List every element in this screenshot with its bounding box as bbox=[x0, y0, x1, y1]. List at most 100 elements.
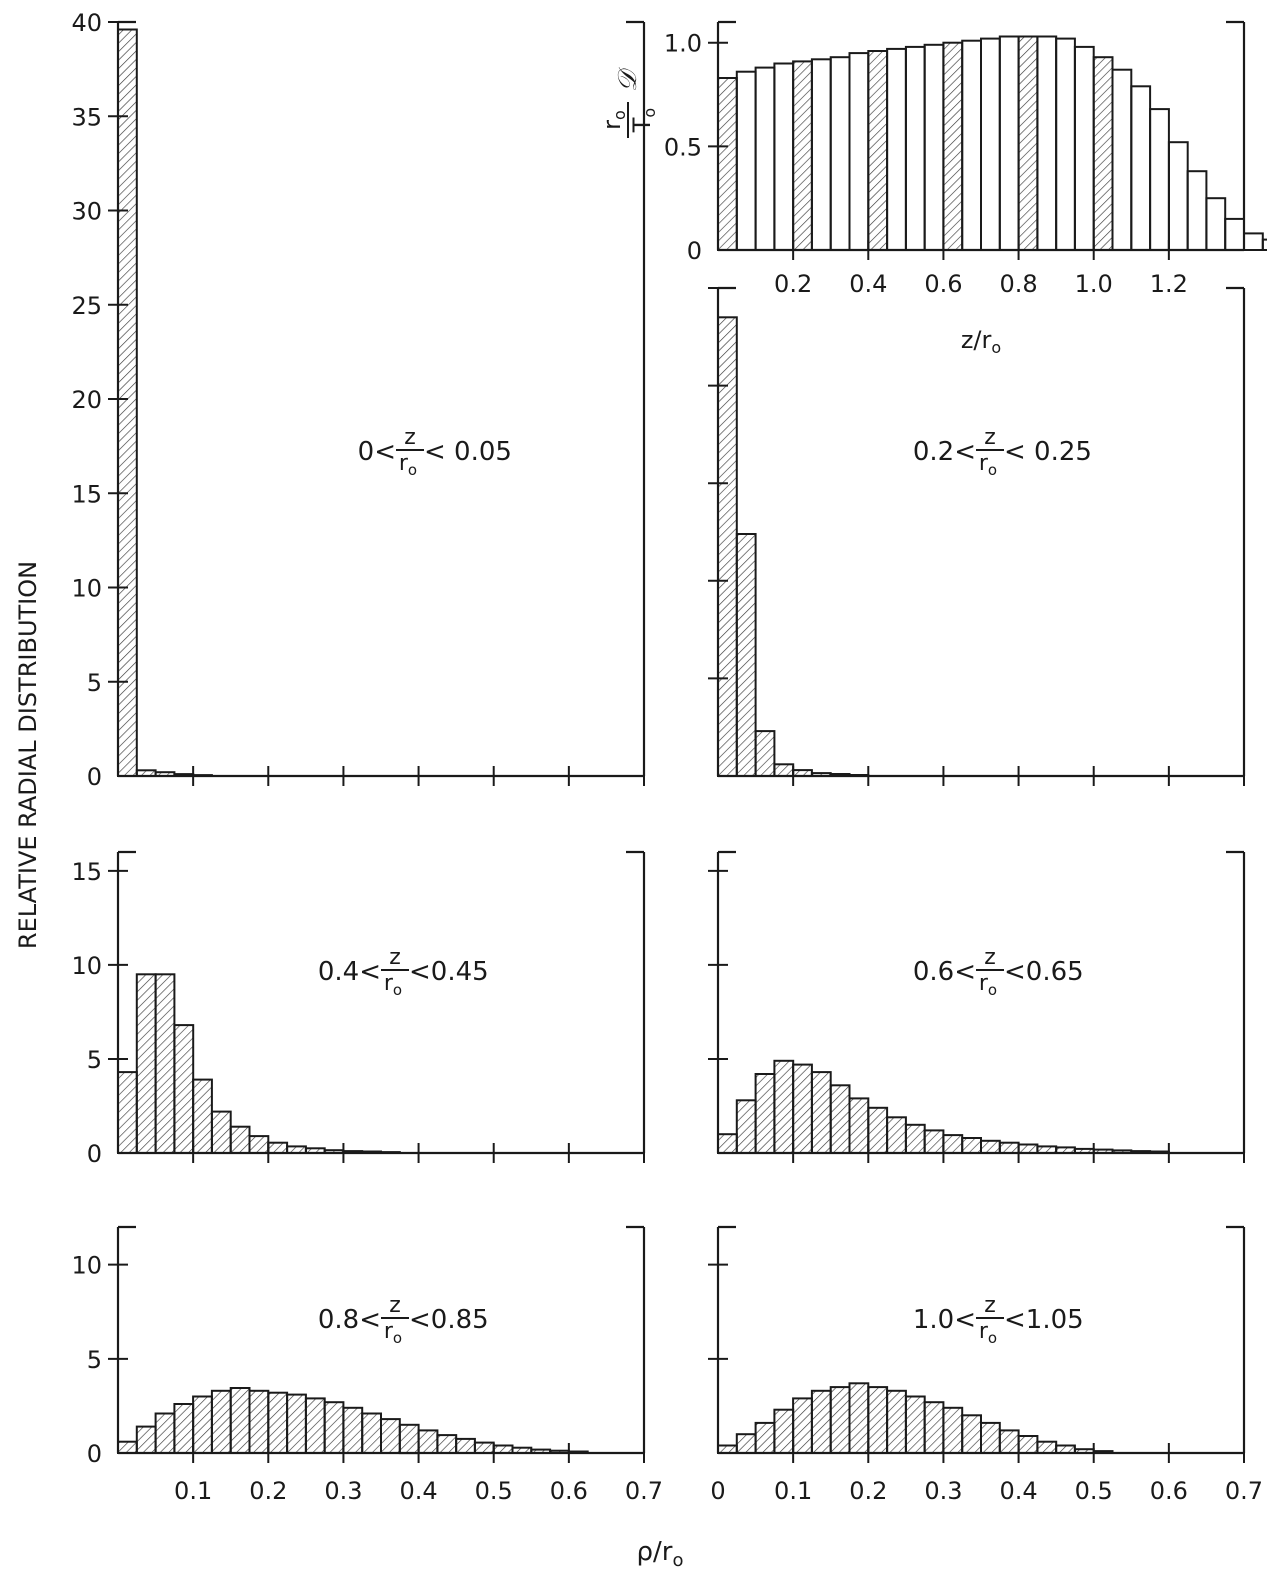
y-tick-label-p3: 15 bbox=[71, 858, 102, 886]
x-tick-label-inset: 0.8 bbox=[999, 270, 1037, 298]
bar-inset-15 bbox=[998, 35, 1020, 251]
annotation-numerator-p1: z bbox=[404, 425, 416, 450]
inset-y-label-num: ro bbox=[598, 110, 629, 130]
x-tick-label-p6: 0 bbox=[710, 1477, 725, 1505]
annotation-lower-p5: 0.8< bbox=[318, 1305, 381, 1335]
inset-x-label: z/ro bbox=[961, 326, 1001, 357]
annotation-denominator-p1: ro bbox=[399, 451, 417, 479]
bar-p5-3 bbox=[173, 1403, 195, 1454]
y-tick-label-p5: 0 bbox=[87, 1440, 102, 1468]
x-axis-label-main: ρ/r bbox=[637, 1537, 673, 1567]
bar-p2-1 bbox=[735, 533, 757, 777]
bar-inset-16 bbox=[1017, 35, 1039, 251]
y-tick-label-p3: 5 bbox=[87, 1046, 102, 1074]
bar-inset-14 bbox=[980, 37, 1001, 251]
y-tick-label-p1: 40 bbox=[71, 9, 102, 37]
annotation-lower-p6: 1.0< bbox=[913, 1305, 976, 1335]
bar-p5-1 bbox=[135, 1425, 157, 1454]
y-tick-label-p1: 0 bbox=[87, 763, 102, 791]
x-tick-label-inset: 0.2 bbox=[774, 270, 812, 298]
bar-p4-15 bbox=[998, 1141, 1020, 1154]
panel-p5: 0 5 10 0.1 0.2 0.3 0.4 0.5 0.6 0.7 0.8< zro<0.85 bbox=[71, 1225, 663, 1505]
bar-inset-20 bbox=[1092, 56, 1114, 252]
annotation-p4: 0.6< zro<0.65 bbox=[913, 945, 1084, 999]
bar-inset-11 bbox=[923, 43, 945, 251]
bar-p4-13 bbox=[961, 1137, 983, 1154]
x-tick-label-p6: 0.6 bbox=[1150, 1477, 1188, 1505]
bar-p4-10 bbox=[904, 1123, 926, 1155]
panel-p3: 0 5 10 15 0.4< zro<0.45 bbox=[71, 850, 646, 1168]
x-tick-label-p6: 0.1 bbox=[774, 1477, 812, 1505]
x-tick-label-p5: 0.2 bbox=[249, 1477, 287, 1505]
bar-p5-2 bbox=[154, 1412, 176, 1454]
panel-p2: 0.2< zro< 0.25 bbox=[708, 286, 1246, 786]
bar-inset-6 bbox=[829, 56, 851, 252]
bar-p4-11 bbox=[923, 1129, 945, 1155]
x-tick-label-p5: 0.6 bbox=[550, 1477, 588, 1505]
y-tick-label-p3: 0 bbox=[87, 1140, 102, 1168]
bar-inset-18 bbox=[1055, 37, 1076, 251]
y-tick-label-p1: 10 bbox=[71, 575, 102, 603]
bar-p4-6 bbox=[829, 1084, 851, 1155]
x-tick-label-p6: 0.2 bbox=[849, 1477, 887, 1505]
bar-p4-1 bbox=[735, 1099, 757, 1155]
y-axis-label: RELATIVE RADIAL DISTRIBUTION bbox=[14, 561, 42, 949]
bar-p4-4 bbox=[792, 1063, 813, 1154]
bar-p3-3 bbox=[173, 1024, 195, 1154]
bar-p5-19 bbox=[473, 1441, 495, 1454]
bar-p6-4 bbox=[792, 1397, 813, 1455]
y-tick-label-p5: 5 bbox=[87, 1346, 102, 1374]
bar-p5-7 bbox=[248, 1389, 270, 1455]
bar-inset-22 bbox=[1130, 85, 1152, 251]
bar-p5-12 bbox=[342, 1406, 364, 1455]
y-tick-label-p1: 30 bbox=[71, 198, 102, 226]
bar-p3-4 bbox=[192, 1078, 213, 1154]
bar-p3-7 bbox=[248, 1135, 270, 1154]
bar-p3-2 bbox=[154, 973, 176, 1154]
annotation-upper-p5: <0.85 bbox=[409, 1305, 489, 1335]
y-tick-label-p1: 35 bbox=[71, 103, 102, 131]
bar-inset-4 bbox=[792, 60, 813, 252]
annotation-upper-p2: < 0.25 bbox=[1004, 437, 1092, 467]
annotation-p3: 0.4< zro<0.45 bbox=[318, 945, 489, 999]
bar-p6-16 bbox=[1017, 1435, 1039, 1454]
bar-p6-9 bbox=[886, 1389, 907, 1455]
bar-p5-13 bbox=[361, 1412, 383, 1454]
bar-p4-2 bbox=[754, 1073, 776, 1154]
bar-inset-24 bbox=[1167, 141, 1189, 251]
bar-p3-6 bbox=[229, 1125, 251, 1154]
y-tick-label-p3: 10 bbox=[71, 952, 102, 980]
annotation-denominator-p5: ro bbox=[384, 1319, 402, 1347]
annotation-numerator-p5: z bbox=[389, 1293, 401, 1318]
bar-p1-0 bbox=[117, 28, 138, 777]
annotation-p1: 0< zro< 0.05 bbox=[358, 425, 512, 479]
annotation-p5: 0.8< zro<0.85 bbox=[318, 1293, 489, 1347]
bar-p5-5 bbox=[210, 1389, 232, 1455]
bar-inset-28 bbox=[1243, 232, 1264, 251]
bar-p3-8 bbox=[267, 1141, 289, 1154]
bar-p4-16 bbox=[1017, 1143, 1039, 1154]
bar-p4-12 bbox=[942, 1134, 964, 1154]
annotation-p6: 1.0< zro<1.05 bbox=[913, 1293, 1084, 1347]
bar-inset-27 bbox=[1224, 217, 1245, 251]
bar-inset-25 bbox=[1186, 170, 1208, 251]
panels: 00.51.00.2 0.4 0.6 0.8 1.0 1.2z/roroTo𝒟051015… bbox=[71, 9, 1267, 1505]
bar-p5-18 bbox=[455, 1437, 476, 1455]
bar-p6-0 bbox=[717, 1444, 738, 1454]
inset-y-label-symbol: 𝒟 bbox=[613, 67, 643, 92]
x-axis-label: ρ/ro bbox=[637, 1537, 684, 1570]
bar-p6-13 bbox=[961, 1414, 983, 1455]
bar-inset-5 bbox=[810, 58, 832, 251]
bar-p4-7 bbox=[848, 1097, 870, 1155]
bar-p3-5 bbox=[210, 1110, 232, 1154]
annotation-denominator-p4: ro bbox=[979, 971, 997, 999]
bar-p5-9 bbox=[286, 1393, 307, 1454]
bar-inset-19 bbox=[1073, 45, 1095, 252]
y-tick-label-inset: 0.5 bbox=[664, 133, 702, 161]
bar-p3-1 bbox=[135, 973, 157, 1154]
